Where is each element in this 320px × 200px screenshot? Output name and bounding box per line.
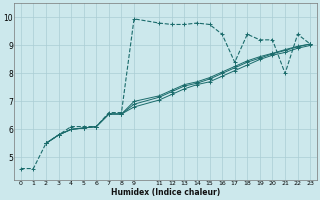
X-axis label: Humidex (Indice chaleur): Humidex (Indice chaleur) xyxy=(111,188,220,197)
